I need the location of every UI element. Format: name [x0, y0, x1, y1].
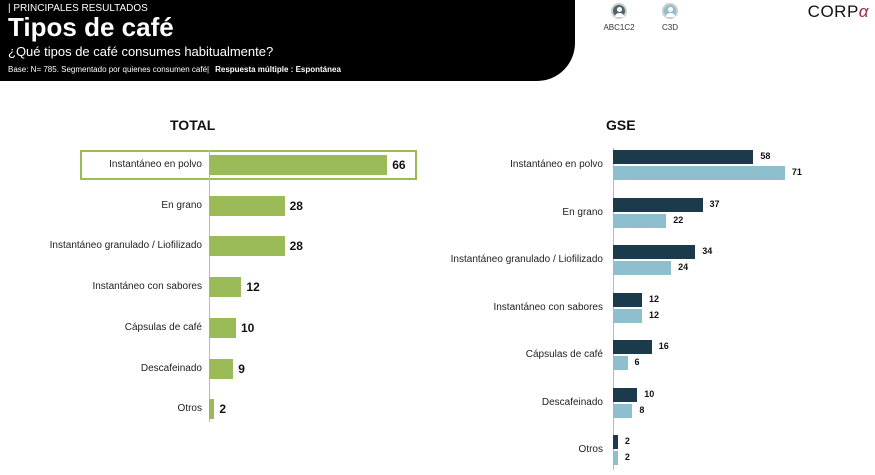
- category-label: Descafeinado: [140, 362, 202, 374]
- legend-c3d: C3D: [645, 3, 695, 32]
- category-label: Cápsulas de café: [525, 349, 603, 360]
- data-label: 10: [644, 388, 655, 399]
- response-type: Respuesta múltiple : Espontánea: [215, 65, 341, 74]
- person-icon: [662, 3, 678, 19]
- category-label: Descafeinado: [541, 396, 603, 408]
- data-label: 34: [702, 246, 713, 256]
- bar-abc1c2: [613, 292, 643, 307]
- data-label: 8: [639, 404, 645, 415]
- header-banner: | PRINCIPALES RESULTADOS Tipos de café ¿…: [0, 0, 575, 81]
- category-label: En grano: [562, 206, 603, 218]
- bar-abc1c2: [613, 245, 696, 259]
- category-label: Otros: [177, 403, 202, 415]
- base-note: Base: N= 785. Segmentado por quienes con…: [8, 65, 341, 74]
- legend-abc1c2: ABC1C2: [594, 3, 644, 32]
- category-label: Instantáneo con sabores: [92, 281, 202, 293]
- bar-abc1c2: [613, 150, 754, 164]
- data-label: 16: [658, 341, 669, 351]
- bar-abc1c2: [613, 340, 652, 354]
- category-label: Instantáneo granulado / Liofilizado: [49, 240, 202, 252]
- category-label: Instantáneo granulado / Liofilizado: [450, 254, 603, 265]
- bar-c3d: [613, 451, 618, 465]
- bar: [209, 195, 285, 216]
- category-label: Instantáneo con sabores: [493, 301, 603, 313]
- category-label: Otros: [578, 444, 603, 455]
- legend-label: ABC1C2: [603, 23, 635, 32]
- highlight-box: [80, 150, 417, 180]
- bar: [209, 277, 242, 298]
- data-label: 37: [709, 198, 720, 209]
- category-label: En grano: [161, 199, 202, 211]
- data-label: 28: [289, 198, 303, 213]
- data-label: 9: [238, 361, 245, 376]
- data-label: 12: [649, 293, 660, 304]
- bar-abc1c2: [613, 435, 618, 449]
- total-chart-title: TOTAL: [170, 117, 216, 133]
- bar-c3d: [613, 356, 628, 370]
- survey-question: ¿Qué tipos de café consumes habitualment…: [8, 44, 274, 59]
- data-label: 2: [624, 452, 630, 462]
- data-label: 12: [246, 280, 260, 295]
- bar-c3d: [613, 213, 667, 228]
- bar-c3d: [613, 403, 633, 418]
- data-label: 2: [624, 436, 630, 446]
- data-label: 10: [241, 320, 255, 335]
- bar: [209, 236, 285, 257]
- data-label: 12: [649, 309, 660, 320]
- bar-abc1c2: [613, 387, 638, 402]
- bar: [209, 358, 234, 379]
- category-label: Instantáneo en polvo: [109, 159, 202, 170]
- category-label: Cápsulas de café: [124, 321, 202, 333]
- data-label: 6: [634, 357, 640, 367]
- bar-c3d: [613, 308, 643, 323]
- bar-abc1c2: [613, 197, 703, 212]
- page-title: Tipos de café: [8, 12, 174, 42]
- bar-c3d: [613, 261, 672, 275]
- person-icon: [611, 3, 627, 19]
- data-label: 71: [791, 167, 802, 177]
- bar: [209, 399, 215, 420]
- data-label: 22: [673, 214, 684, 225]
- gse-chart-title: GSE: [606, 117, 636, 133]
- section-kicker: | PRINCIPALES RESULTADOS: [8, 3, 148, 14]
- bar: [209, 155, 388, 175]
- data-label: 66: [392, 158, 406, 172]
- base-text: Base: N= 785. Segmentado por quienes con…: [8, 65, 210, 74]
- data-label: 58: [760, 151, 771, 161]
- bar-c3d: [613, 166, 785, 180]
- bar: [209, 317, 236, 338]
- category-label: Instantáneo en polvo: [510, 159, 603, 170]
- data-label: 24: [678, 262, 689, 272]
- data-label: 28: [289, 239, 303, 254]
- corpa-logo: CORPα: [807, 2, 869, 21]
- legend-label: C3D: [661, 23, 678, 32]
- data-label: 2: [219, 402, 227, 417]
